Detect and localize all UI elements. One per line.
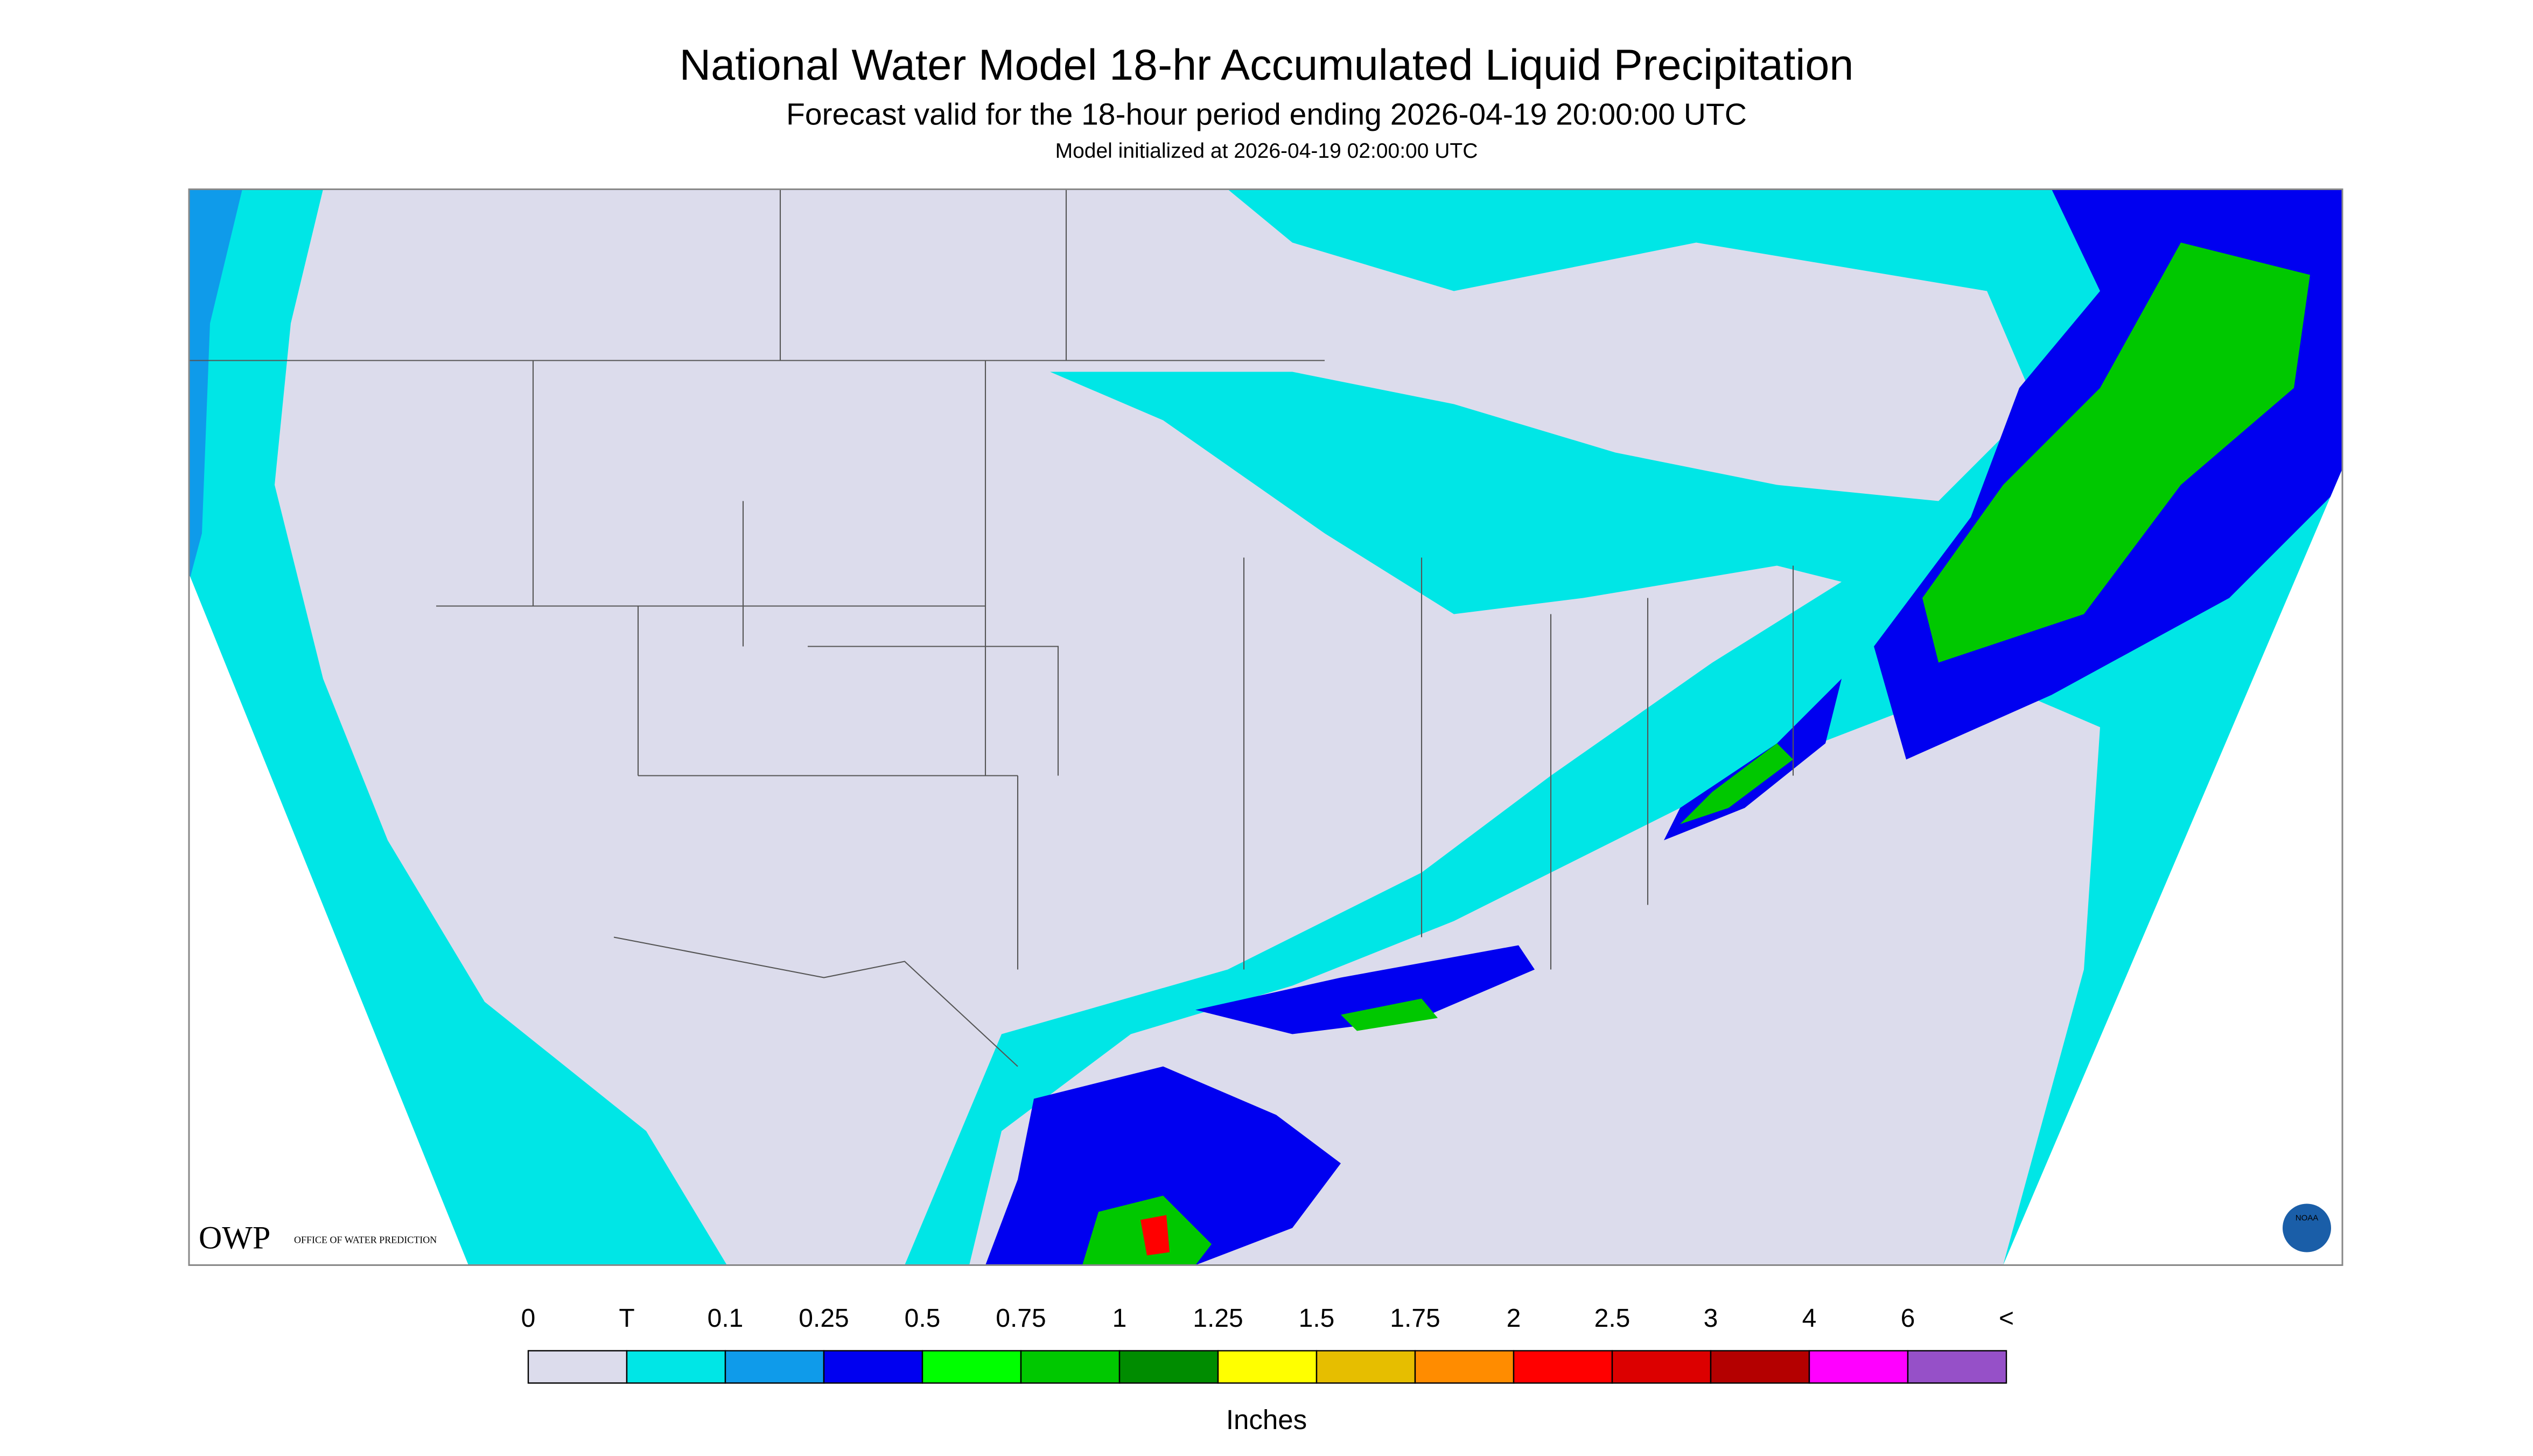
legend-swatch bbox=[1808, 1350, 1909, 1384]
legend-swatch bbox=[1020, 1350, 1121, 1384]
precip-east bbox=[905, 189, 2342, 1265]
legend-label: 0.75 bbox=[996, 1304, 1046, 1333]
legend-swatch bbox=[1217, 1350, 1318, 1384]
legend-swatch bbox=[527, 1350, 628, 1384]
legend-label: 0.5 bbox=[905, 1304, 941, 1333]
precip-gulf-core bbox=[1341, 998, 1438, 1031]
legend-label: 0.25 bbox=[799, 1304, 849, 1333]
legend-label: 3 bbox=[1704, 1304, 1718, 1333]
legend-swatch bbox=[1316, 1350, 1416, 1384]
legend-label: 1.25 bbox=[1193, 1304, 1243, 1333]
precip-northeast-core bbox=[1922, 242, 2310, 663]
precip-band-core bbox=[1680, 743, 1793, 824]
legend-label: 0.1 bbox=[708, 1304, 744, 1333]
subtitle: Forecast valid for the 18-hour period en… bbox=[786, 97, 1747, 132]
owp-logo-text: OFFICE OF WATER PREDICTION bbox=[294, 1235, 437, 1245]
legend-swatch bbox=[626, 1350, 726, 1384]
legend-label: T bbox=[619, 1304, 634, 1333]
borders bbox=[189, 189, 1794, 1067]
map-frame bbox=[188, 188, 2343, 1266]
legend-swatch bbox=[1710, 1350, 1810, 1384]
legend-label: 4 bbox=[1802, 1304, 1817, 1333]
precip-texas-max bbox=[1140, 1215, 1170, 1256]
legend-label: < bbox=[1999, 1304, 2014, 1333]
legend-swatch bbox=[1414, 1350, 1515, 1384]
legend-swatch bbox=[1513, 1350, 1613, 1384]
precip-texas bbox=[985, 1066, 1341, 1265]
legend-label: 2 bbox=[1507, 1304, 1521, 1333]
legend-swatch bbox=[1118, 1350, 1219, 1384]
legend-label: 0 bbox=[521, 1304, 536, 1333]
legend-label: 6 bbox=[1901, 1304, 1915, 1333]
legend-label: 2.5 bbox=[1594, 1304, 1631, 1333]
title: National Water Model 18-hr Accumulated L… bbox=[680, 41, 1854, 89]
legend-swatch bbox=[724, 1350, 825, 1384]
legend: 0 T 0.1 0.25 0.5 0.75 1 1.25 1.5 1.75 2 2.5 3 4 6 < bbox=[521, 1304, 2014, 1384]
map: OWP OFFICE OF WATER PREDICTION NOAA bbox=[188, 188, 2343, 1266]
owp-logo: OWP bbox=[199, 1220, 270, 1255]
legend-label: 1 bbox=[1112, 1304, 1127, 1333]
legend-swatch bbox=[1611, 1350, 1712, 1384]
legend-units: Inches bbox=[1226, 1404, 1307, 1435]
legend-label: 1.5 bbox=[1299, 1304, 1335, 1333]
legend-label: 1.75 bbox=[1390, 1304, 1440, 1333]
noaa-logo bbox=[2283, 1203, 2331, 1252]
precip-gulf-band bbox=[1195, 945, 1535, 1034]
init-note: Model initialized at 2026-04-19 02:00:00… bbox=[1055, 139, 1478, 163]
legend-swatch bbox=[1907, 1350, 2007, 1384]
noaa-logo-text: NOAA bbox=[2296, 1213, 2319, 1222]
legend-swatch bbox=[823, 1350, 923, 1384]
legend-swatch bbox=[921, 1350, 1022, 1384]
precip-west-heavy bbox=[189, 189, 242, 582]
